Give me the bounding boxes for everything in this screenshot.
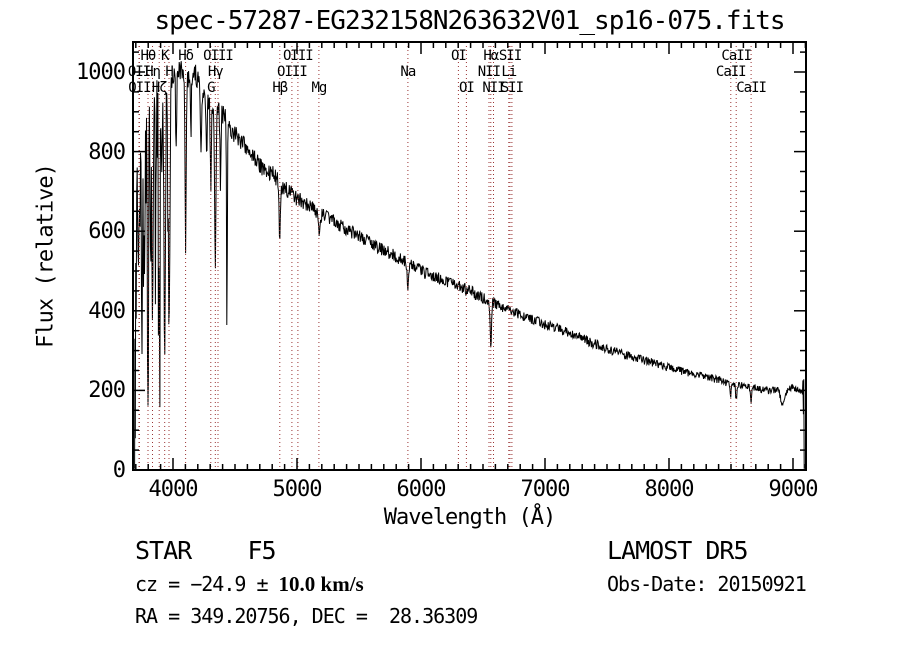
spectrum-trace <box>134 61 805 469</box>
axis-box <box>132 41 807 471</box>
